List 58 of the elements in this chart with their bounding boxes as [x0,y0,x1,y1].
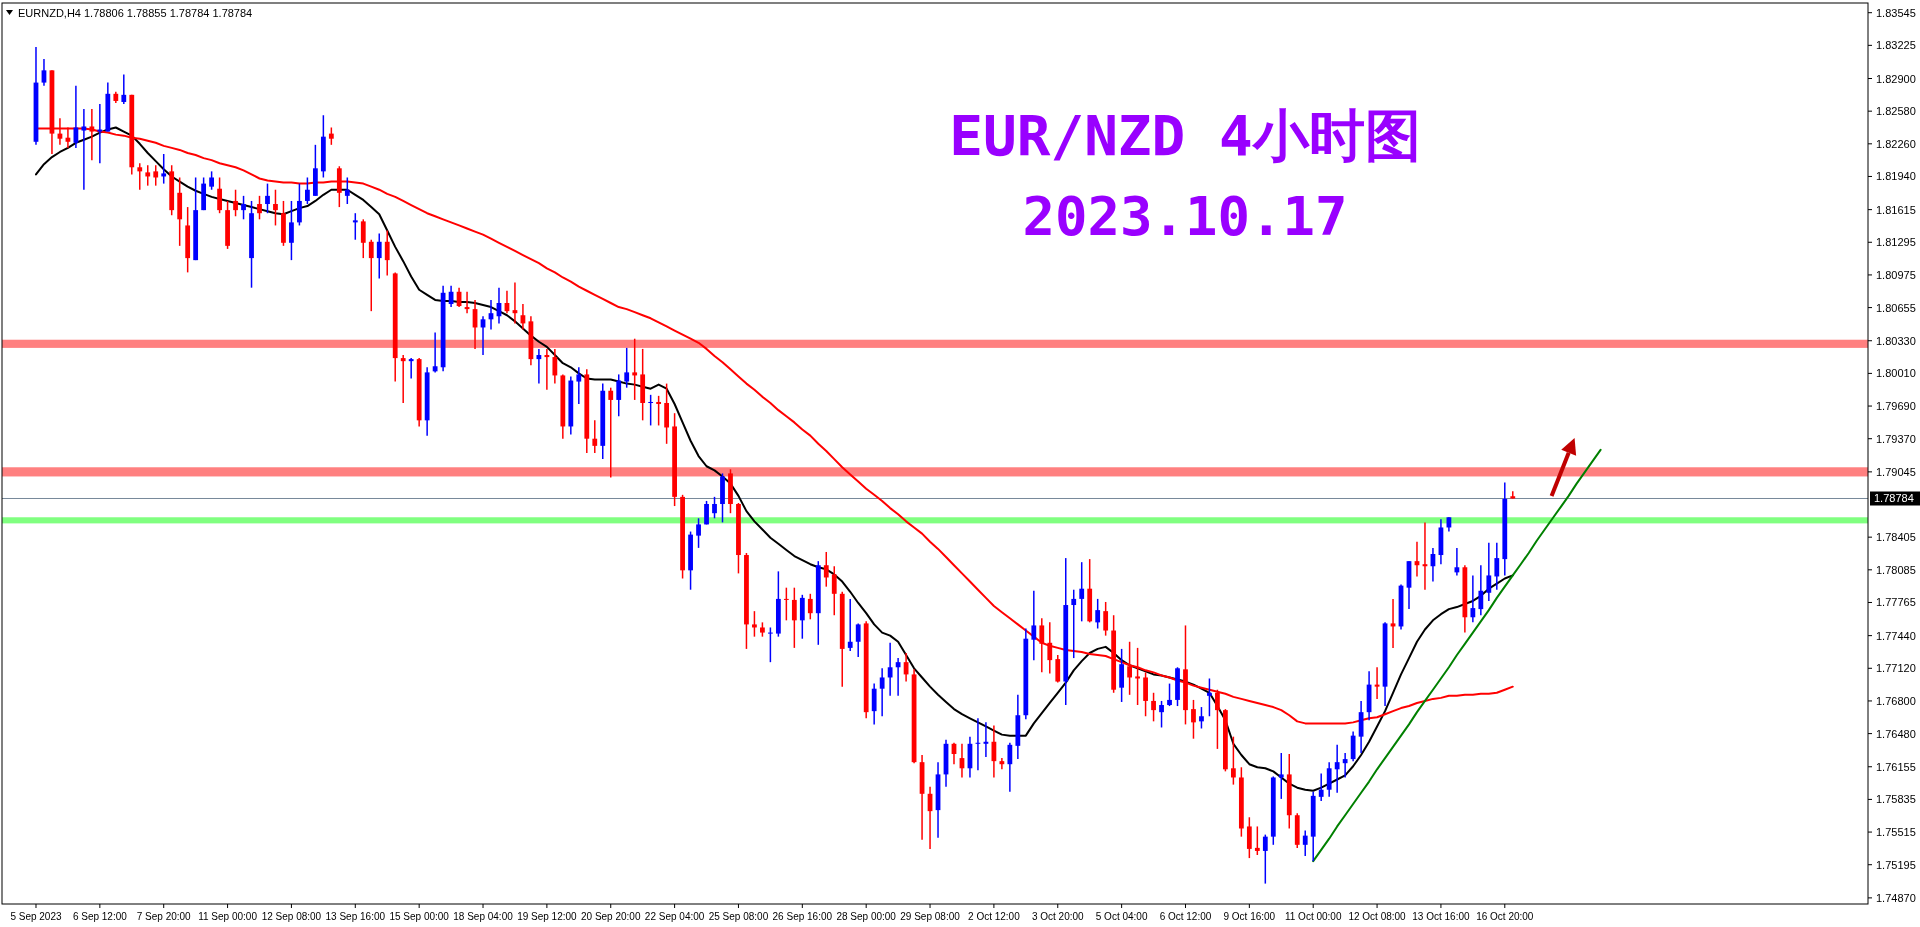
x-tick-label: 25 Sep 08:00 [708,911,769,922]
candlestick [624,347,630,389]
y-tick-label: 1.83225 [1876,39,1916,52]
x-tick-label: 9 Oct 16:00 [1223,911,1276,922]
y-tick-label: 1.76480 [1876,727,1916,740]
y-tick-label: 1.81295 [1876,236,1916,249]
x-tick-label: 12 Sep 08:00 [261,911,322,922]
y-tick-label: 1.79370 [1876,432,1916,445]
y-tick-label: 1.81615 [1876,203,1916,216]
y-tick-label: 1.77120 [1876,662,1916,675]
x-tick-label: 28 Sep 00:00 [836,911,897,922]
x-tick-label: 29 Sep 08:00 [900,911,961,922]
y-tick-label: 1.79690 [1876,400,1916,413]
x-tick-label: 7 Sep 20:00 [136,911,192,922]
y-tick-label: 1.82580 [1876,105,1916,118]
y-tick-label: 1.80655 [1876,301,1916,314]
y-tick-label: 1.82260 [1876,137,1916,150]
candlestick [209,170,214,191]
x-tick-label: 11 Oct 00:00 [1284,911,1342,922]
x-tick-label: 13 Sep 16:00 [325,911,386,922]
x-tick-label: 20 Sep 20:00 [580,911,641,922]
y-tick-label: 1.74870 [1876,891,1916,904]
y-tick-label: 1.80975 [1876,268,1916,281]
y-tick-label: 1.81940 [1876,170,1916,183]
x-tick-label: 2 Oct 12:00 [968,911,1021,922]
y-tick-label: 1.77765 [1876,596,1916,609]
y-tick-label: 1.80010 [1876,367,1916,380]
text: 2023.10.17 [1022,185,1348,248]
y-tick-label: 1.82900 [1876,72,1916,85]
x-tick-label: 16 Oct 20:00 [1476,911,1534,922]
x-tick-label: 18 Sep 04:00 [453,911,514,922]
y-tick-label: 1.75835 [1876,793,1916,806]
y-tick-label: 1.77440 [1876,629,1916,642]
y-tick-label: 1.76155 [1876,760,1916,773]
y-tick-label: 1.76800 [1876,694,1916,707]
x-tick-label: 15 Sep 00:00 [389,911,450,922]
x-tick-label: 5 Sep 2023 [10,911,62,922]
x-tick-label: 12 Oct 08:00 [1348,911,1407,922]
x-tick-label: 5 Oct 04:00 [1095,911,1148,922]
y-tick-label: 1.78085 [1876,563,1916,576]
text: EUR/NZD 4小时图 [949,103,1421,168]
y-tick-label: 1.83545 [1876,6,1916,19]
x-tick-label: 6 Sep 12:00 [72,911,128,922]
y-tick-label: 1.75515 [1876,826,1916,839]
x-tick-label: 13 Oct 16:00 [1412,911,1470,922]
y-tick-label: 1.79045 [1876,465,1916,478]
annotation: EURNZD,H4 1.78806 1.78855 1.78784 1.78784 [18,7,253,19]
y-tick-label: 1.78405 [1876,531,1916,544]
x-tick-label: 11 Sep 00:00 [198,911,258,922]
ref-line-label: 1.78784 [1874,492,1914,505]
y-tick-label: 1.75195 [1876,858,1916,871]
x-tick-label: 3 Oct 20:00 [1031,911,1085,922]
x-tick-label: 19 Sep 12:00 [517,911,578,922]
y-tick-label: 1.80330 [1876,334,1916,347]
x-tick-label: 22 Sep 04:00 [644,911,705,922]
x-tick-label: 26 Sep 16:00 [772,911,833,922]
x-tick-label: 6 Oct 12:00 [1159,911,1212,922]
line-series [1312,448,1602,863]
